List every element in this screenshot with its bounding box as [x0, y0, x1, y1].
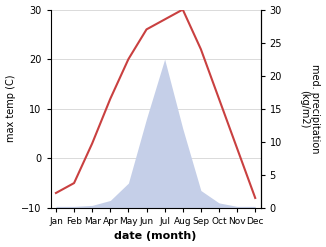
Y-axis label: med. precipitation
(kg/m2): med. precipitation (kg/m2) [299, 64, 320, 153]
Y-axis label: max temp (C): max temp (C) [6, 75, 16, 143]
X-axis label: date (month): date (month) [114, 231, 197, 242]
